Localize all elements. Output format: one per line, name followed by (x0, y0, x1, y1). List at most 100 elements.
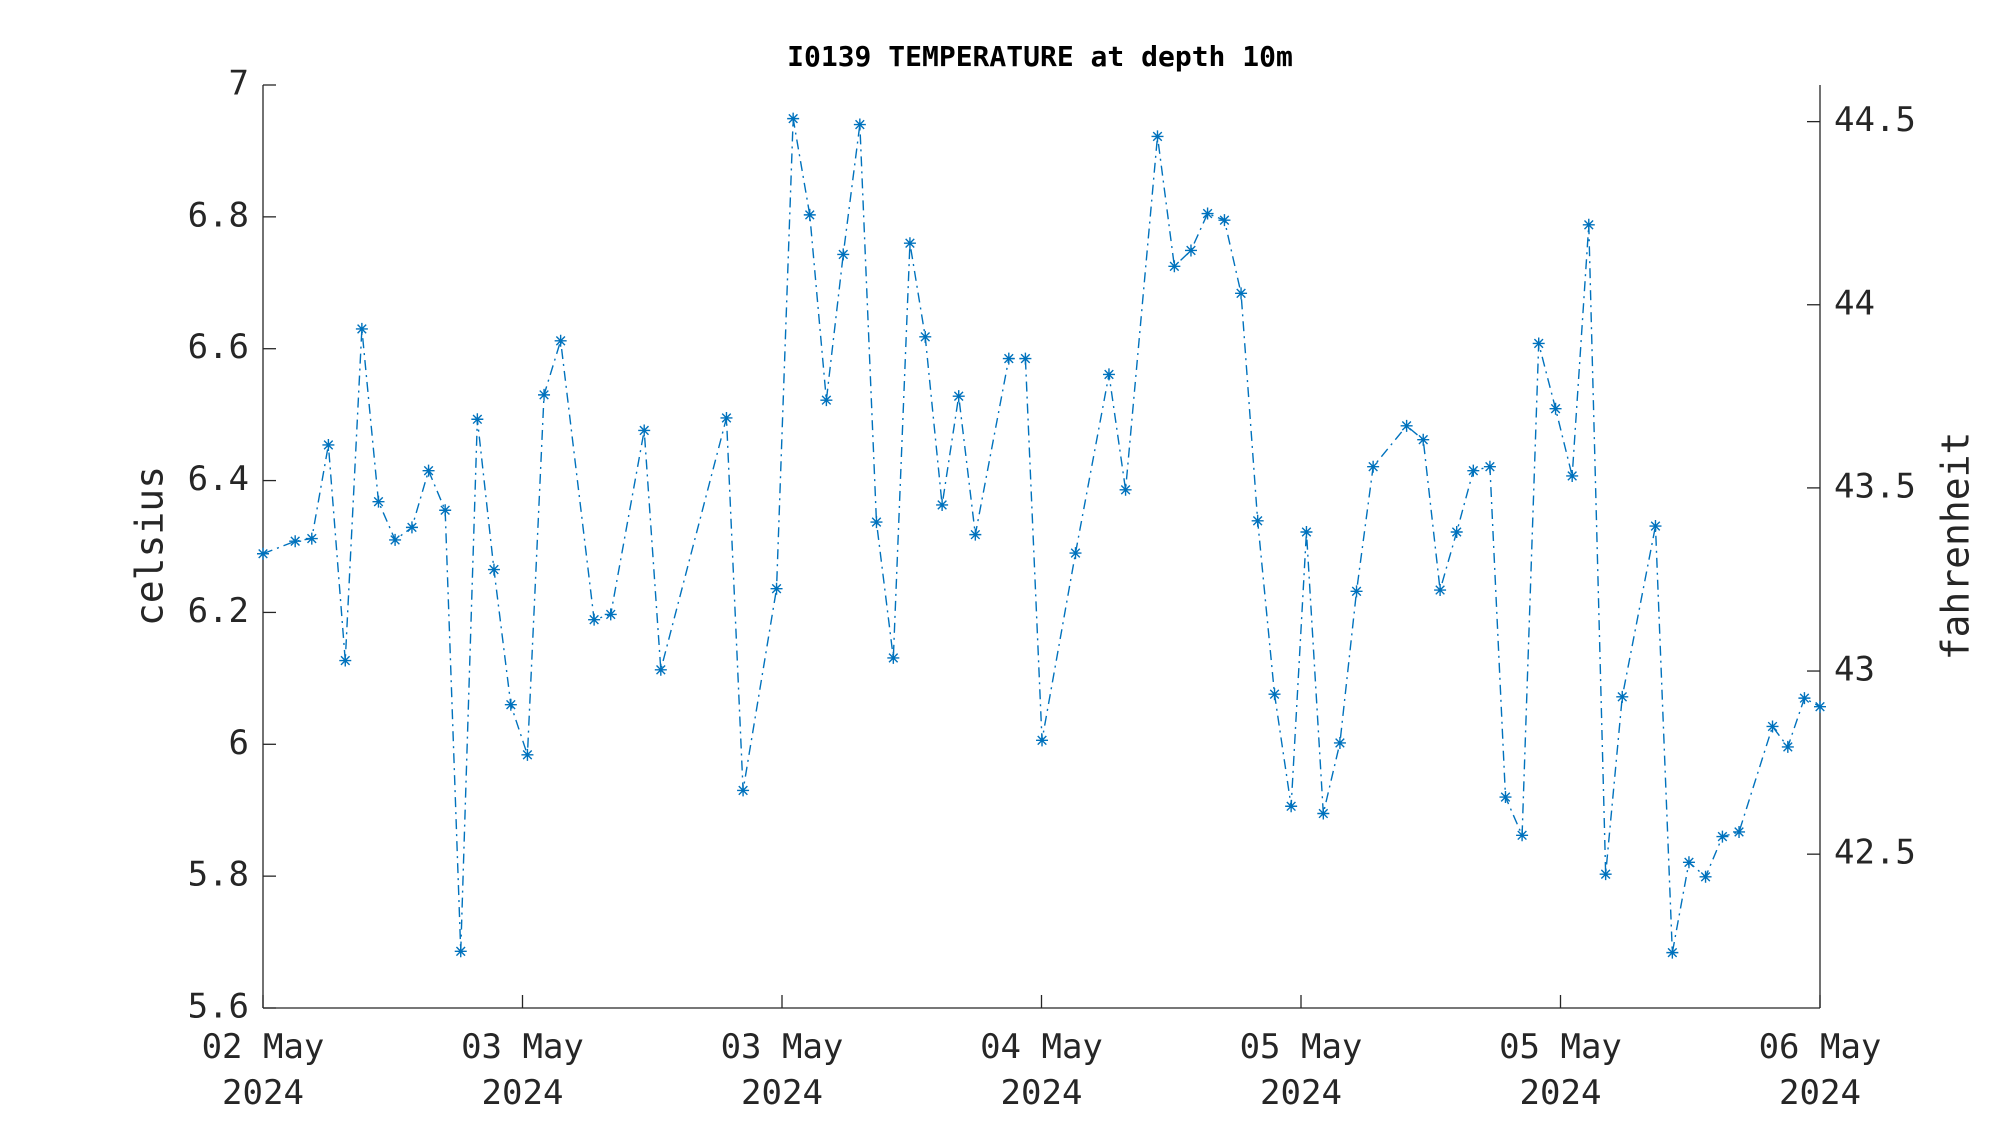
y-tick-label: 6.6 (188, 327, 249, 367)
x-tick-label: 03 May 2024 (461, 1027, 584, 1113)
data-point (588, 613, 601, 626)
data-point (1582, 218, 1595, 231)
x-tick-label: 02 May 2024 (201, 1027, 325, 1113)
data-point (1450, 525, 1463, 538)
data-point (969, 528, 982, 541)
y2-axis-label: fahrenheit (1934, 432, 1978, 661)
data-point (454, 945, 467, 958)
data-point (853, 118, 866, 131)
data-point (1814, 700, 1826, 713)
data-point (1781, 740, 1794, 753)
y2-tick-label: 44 (1834, 283, 1875, 323)
y-tick-label: 6 (229, 723, 249, 763)
data-point (1218, 214, 1231, 227)
data-point (1168, 260, 1181, 273)
data-point (439, 504, 452, 517)
data-point (1119, 483, 1132, 496)
data-point (1733, 825, 1746, 838)
data-point (837, 248, 850, 261)
y-tick-label: 5.6 (188, 987, 249, 1027)
data-point (1483, 460, 1496, 473)
data-point (1666, 946, 1679, 959)
data-point (1036, 734, 1049, 747)
data-point (803, 208, 816, 221)
data-point (1235, 287, 1248, 300)
data-point (1516, 829, 1529, 842)
data-point (787, 112, 800, 125)
data-point (305, 532, 318, 545)
data-point (720, 411, 733, 424)
x-tick-label: 03 May 2024 (720, 1027, 844, 1113)
data-point (1434, 584, 1447, 597)
data-point (1317, 807, 1330, 820)
data-point (1251, 514, 1264, 527)
data-point (936, 498, 949, 511)
data-point (1285, 800, 1298, 813)
data-point (1268, 688, 1281, 701)
chart-title: I0139 TEMPERATURE at depth 10m (787, 40, 1293, 73)
x-tick-label: 05 May 2024 (1239, 1027, 1363, 1113)
data-line (262, 118, 1821, 953)
data-point (1682, 856, 1695, 869)
data-point (952, 390, 965, 403)
data-point (257, 547, 269, 560)
data-point (538, 388, 551, 401)
data-point (422, 464, 435, 477)
data-point (1184, 244, 1197, 257)
data-point (1002, 352, 1015, 365)
data-point (1532, 337, 1545, 350)
y-tick-label: 6.4 (188, 459, 249, 499)
data-point (919, 330, 932, 343)
data-point (339, 654, 352, 667)
data-point (1069, 547, 1082, 560)
data-point (654, 663, 667, 676)
data-point (289, 535, 302, 548)
data-point (405, 521, 418, 534)
data-point (1333, 736, 1346, 749)
data-point (1699, 870, 1712, 883)
data-point (1367, 460, 1380, 473)
y-axis-label: celsius (128, 466, 172, 626)
y2-tick-label: 44.5 (1834, 100, 1916, 140)
data-point (1300, 525, 1313, 538)
data-point (1566, 469, 1579, 482)
y-tick-label: 7 (229, 64, 249, 104)
data-point (471, 413, 484, 426)
data-point (1019, 352, 1032, 365)
y2-tick-label: 43 (1834, 650, 1875, 690)
y-tick-label: 6.8 (188, 195, 249, 235)
x-tick-label: 05 May 2024 (1499, 1027, 1622, 1113)
data-point (1400, 419, 1413, 432)
data-point (737, 784, 750, 797)
data-point (903, 237, 916, 250)
data-point (521, 748, 534, 761)
data-point (604, 608, 617, 621)
data-point (487, 563, 500, 576)
data-point (372, 495, 385, 508)
data-point (870, 516, 883, 529)
data-point (1766, 720, 1779, 733)
data-point (1467, 464, 1480, 477)
data-point (1599, 868, 1612, 881)
y2-tick-label: 43.5 (1834, 466, 1916, 506)
data-point (887, 651, 900, 664)
data-point (1549, 402, 1562, 415)
data-point (1616, 690, 1629, 703)
data-point (1350, 585, 1363, 598)
data-point (1499, 791, 1512, 804)
data-point (355, 322, 368, 335)
data-point (1201, 207, 1214, 220)
data-point (1102, 368, 1115, 381)
y-tick-label: 6.2 (188, 591, 249, 631)
data-point (820, 394, 833, 407)
x-tick-label: 06 May 2024 (1758, 1027, 1882, 1113)
data-point (322, 438, 335, 451)
y2-tick-label: 42.5 (1834, 833, 1916, 873)
data-point (638, 424, 651, 437)
y-tick-label: 5.8 (188, 855, 249, 895)
data-point (770, 582, 783, 595)
data-point (1151, 130, 1164, 143)
data-point (389, 533, 402, 546)
